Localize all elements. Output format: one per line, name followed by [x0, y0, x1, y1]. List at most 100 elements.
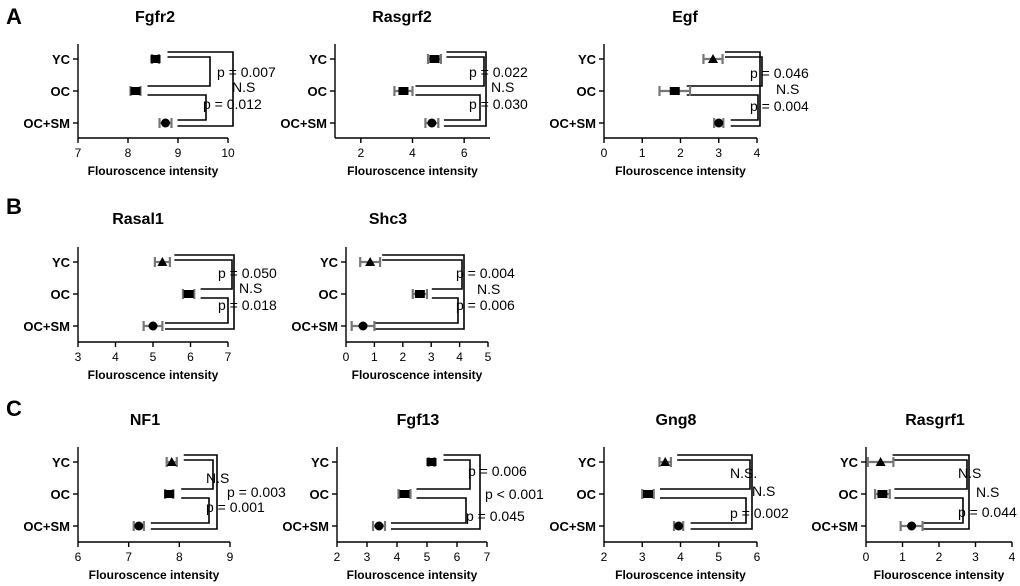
- category-label: OC+SM: [811, 519, 858, 534]
- x-tick-label: 3: [428, 350, 435, 364]
- comparison-bracket: [443, 51, 487, 127]
- chart-title: Rasgrf1: [905, 412, 965, 429]
- significance-label: p = 0.044: [958, 504, 1017, 520]
- significance-label: N.S.: [730, 465, 757, 481]
- significance-label: p = 0.001: [206, 499, 265, 515]
- x-tick-label: 5: [715, 550, 722, 564]
- x-axis-label: Flouroscence intensity: [347, 164, 478, 178]
- subplot-gng8: Gng8 YC OC OC+SM 2 3 4 5 6 Flouroscence intensity…: [549, 412, 789, 582]
- panel-letter-b: B: [6, 194, 22, 219]
- comparison-bracket: [165, 297, 229, 324]
- chart-title: Shc3: [369, 211, 407, 228]
- x-tick-label: 4: [409, 146, 416, 160]
- significance-label: p < 0.001: [485, 486, 544, 502]
- category-label: YC: [578, 455, 597, 470]
- x-tick-label: 10: [221, 146, 235, 160]
- x-axis-label: Flouroscence intensity: [615, 164, 746, 178]
- subplot-rasal1: Rasal1 YC OC OC+SM 3 4 5 6 7 Flouroscence intensi…: [23, 211, 277, 382]
- x-tick-label: 3: [639, 550, 646, 564]
- data-point-yc: [157, 257, 168, 266]
- significance-label: N.S: [232, 79, 255, 95]
- significance-label: p = 0.050: [218, 265, 277, 281]
- comparison-bracket: [375, 254, 465, 330]
- x-tick-label: 7: [125, 550, 132, 564]
- data-point-oc: [669, 87, 680, 95]
- x-tick-label: 3: [75, 350, 82, 364]
- x-axis-label: Flouroscence intensity: [88, 368, 219, 382]
- panel-letter-c: C: [6, 396, 22, 421]
- data-point-oc-sm: [674, 521, 684, 531]
- significance-label: p = 0.006: [456, 297, 515, 313]
- x-axis-label: Flouroscence intensity: [88, 164, 219, 178]
- chart-title: Egf: [672, 9, 698, 26]
- comparison-bracket: [150, 454, 218, 530]
- comparison-bracket: [391, 497, 467, 524]
- data-point-oc: [398, 87, 409, 95]
- data-point-oc-sm: [134, 521, 144, 531]
- subplot-egf: Egf YC OC OC+SM 0 1 2 3 4 Flouroscence intensity p…: [549, 9, 809, 178]
- data-point-oc: [642, 490, 653, 498]
- category-label: OC: [51, 287, 71, 302]
- comparison-bracket: [415, 94, 481, 121]
- category-label: OC: [577, 84, 597, 99]
- significance-label: p = 0.004: [456, 265, 515, 281]
- x-tick-label: 6: [461, 146, 468, 160]
- x-tick-label: 4: [1009, 550, 1016, 564]
- category-label: YC: [52, 455, 71, 470]
- comparison-bracket: [892, 459, 968, 490]
- category-label: OC: [319, 287, 339, 302]
- x-tick-label: 3: [972, 550, 979, 564]
- x-tick-label: 6: [454, 550, 461, 564]
- significance-label: p = 0.022: [469, 64, 528, 80]
- data-point-yc: [429, 55, 440, 63]
- category-label: OC+SM: [23, 319, 70, 334]
- chart-title: Fgf13: [397, 412, 440, 429]
- category-label: YC: [578, 52, 597, 67]
- comparison-bracket: [181, 459, 214, 490]
- category-label: YC: [52, 52, 71, 67]
- x-tick-label: 0: [863, 550, 870, 564]
- category-label: YC: [320, 255, 339, 270]
- data-point-oc-sm: [907, 521, 917, 531]
- comparison-bracket: [894, 497, 964, 524]
- comparison-bracket: [686, 94, 759, 121]
- x-tick-label: 1: [371, 350, 378, 364]
- category-label: OC: [839, 487, 859, 502]
- x-tick-label: 2: [677, 146, 684, 160]
- category-label: OC+SM: [291, 319, 338, 334]
- chart-title: NF1: [130, 412, 160, 429]
- x-tick-label: 7: [75, 146, 82, 160]
- data-point-oc-sm: [148, 321, 158, 331]
- data-point-oc: [877, 490, 888, 498]
- data-point-yc: [708, 54, 719, 63]
- x-tick-label: 7: [484, 550, 491, 564]
- category-label: OC+SM: [549, 116, 596, 131]
- significance-label: N.S: [752, 483, 775, 499]
- data-point-oc-sm: [374, 521, 384, 531]
- subplot-fgf13: Fgf13 YC OC OC+SM 2 3 4 5 6 7 Flouroscence intensi…: [282, 412, 544, 582]
- comparison-bracket: [165, 254, 235, 330]
- comparison-bracket: [167, 51, 234, 127]
- significance-label: p = 0.004: [750, 98, 809, 114]
- x-axis-label: Flouroscence intensity: [352, 368, 483, 382]
- significance-label: p = 0.003: [227, 484, 286, 500]
- significance-label: p = 0.006: [468, 463, 527, 479]
- panel-letter-a: A: [6, 4, 22, 29]
- subplot-rasgrf2: Rasgrf2 YC OC OC+SM 2 4 6 Flouroscence intensit…: [280, 9, 528, 178]
- data-point-oc-sm: [161, 118, 170, 128]
- x-tick-label: 2: [399, 350, 406, 364]
- category-label: OC: [577, 487, 597, 502]
- category-label: OC: [310, 487, 330, 502]
- comparison-bracket: [147, 56, 211, 87]
- x-axis-label: Flouroscence intensity: [615, 568, 746, 582]
- category-label: OC+SM: [282, 519, 329, 534]
- category-label: YC: [309, 52, 328, 67]
- data-point-oc: [130, 87, 141, 95]
- comparison-bracket: [677, 454, 753, 530]
- subplot-nf1: NF1 YC OC OC+SM 6 7 8 9 Flouroscence intensity N.…: [23, 412, 286, 582]
- category-label: YC: [840, 455, 859, 470]
- category-label: OC+SM: [280, 116, 327, 131]
- x-tick-label: 8: [176, 550, 183, 564]
- x-tick-label: 2: [601, 550, 608, 564]
